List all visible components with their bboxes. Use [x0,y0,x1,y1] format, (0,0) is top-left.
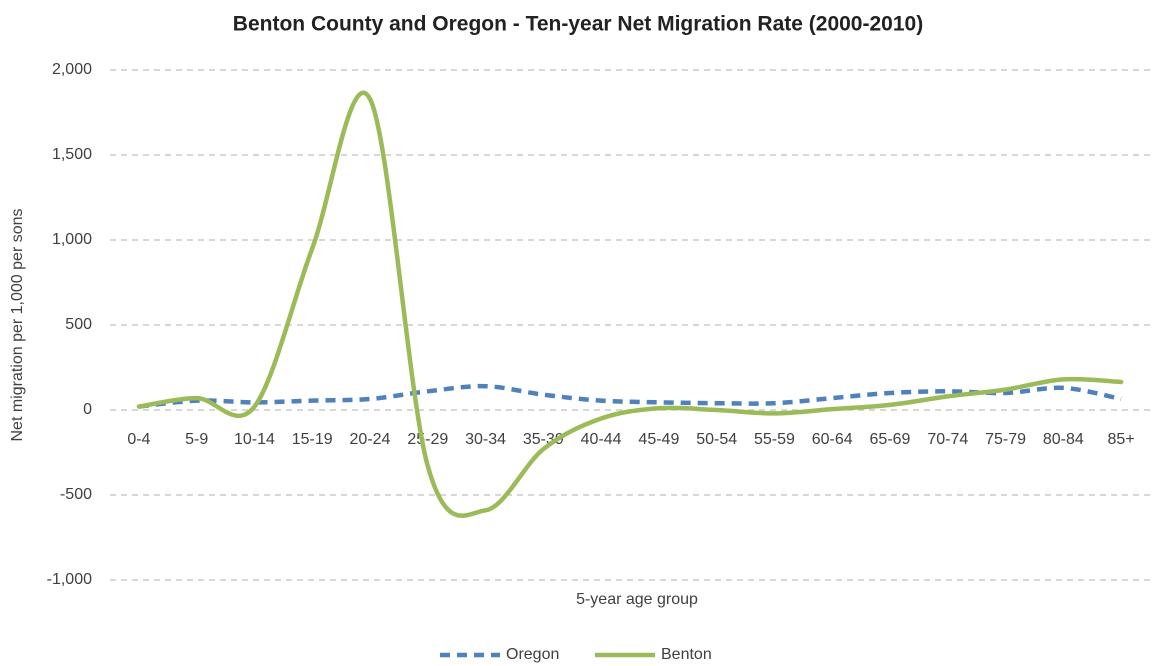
x-tick-label: 20-24 [350,431,391,448]
x-tick-label: 55-59 [754,431,795,448]
x-tick-label: 10-14 [234,431,275,448]
x-tick-label: 80-84 [1043,431,1084,448]
x-tick-label: 75-79 [985,431,1026,448]
legend-label: Benton [661,646,712,663]
y-axis-label: Net migration per 1,000 per sons [9,208,26,441]
y-tick-label: 2,000 [52,61,92,78]
x-tick-label: 5-9 [185,431,208,448]
x-tick-label: 65-69 [870,431,911,448]
x-tick-label: 85+ [1108,431,1135,448]
y-tick-label: 500 [65,316,92,333]
x-tick-label: 50-54 [696,431,737,448]
x-tick-label: 60-64 [812,431,853,448]
x-tick-label: 30-34 [465,431,506,448]
x-axis-label: 5-year age group [576,591,698,608]
x-tick-label: 0-4 [127,431,150,448]
x-tick-label: 15-19 [292,431,333,448]
x-tick-label: 40-44 [581,431,622,448]
chart-title: Benton County and Oregon - Ten-year Net … [233,13,923,36]
legend-label: Oregon [506,646,559,663]
y-tick-label: 1,000 [52,231,92,248]
line-series [138,383,1122,409]
line-series [136,90,1124,518]
y-tick-label: 1,500 [52,146,92,163]
y-tick-label: -1,000 [47,571,92,588]
x-tick-label: 45-49 [638,431,679,448]
x-tick-label: 25-29 [407,431,448,448]
x-tick-label: 70-74 [927,431,968,448]
y-tick-label: -500 [60,486,92,503]
y-tick-label: 0 [83,401,92,418]
